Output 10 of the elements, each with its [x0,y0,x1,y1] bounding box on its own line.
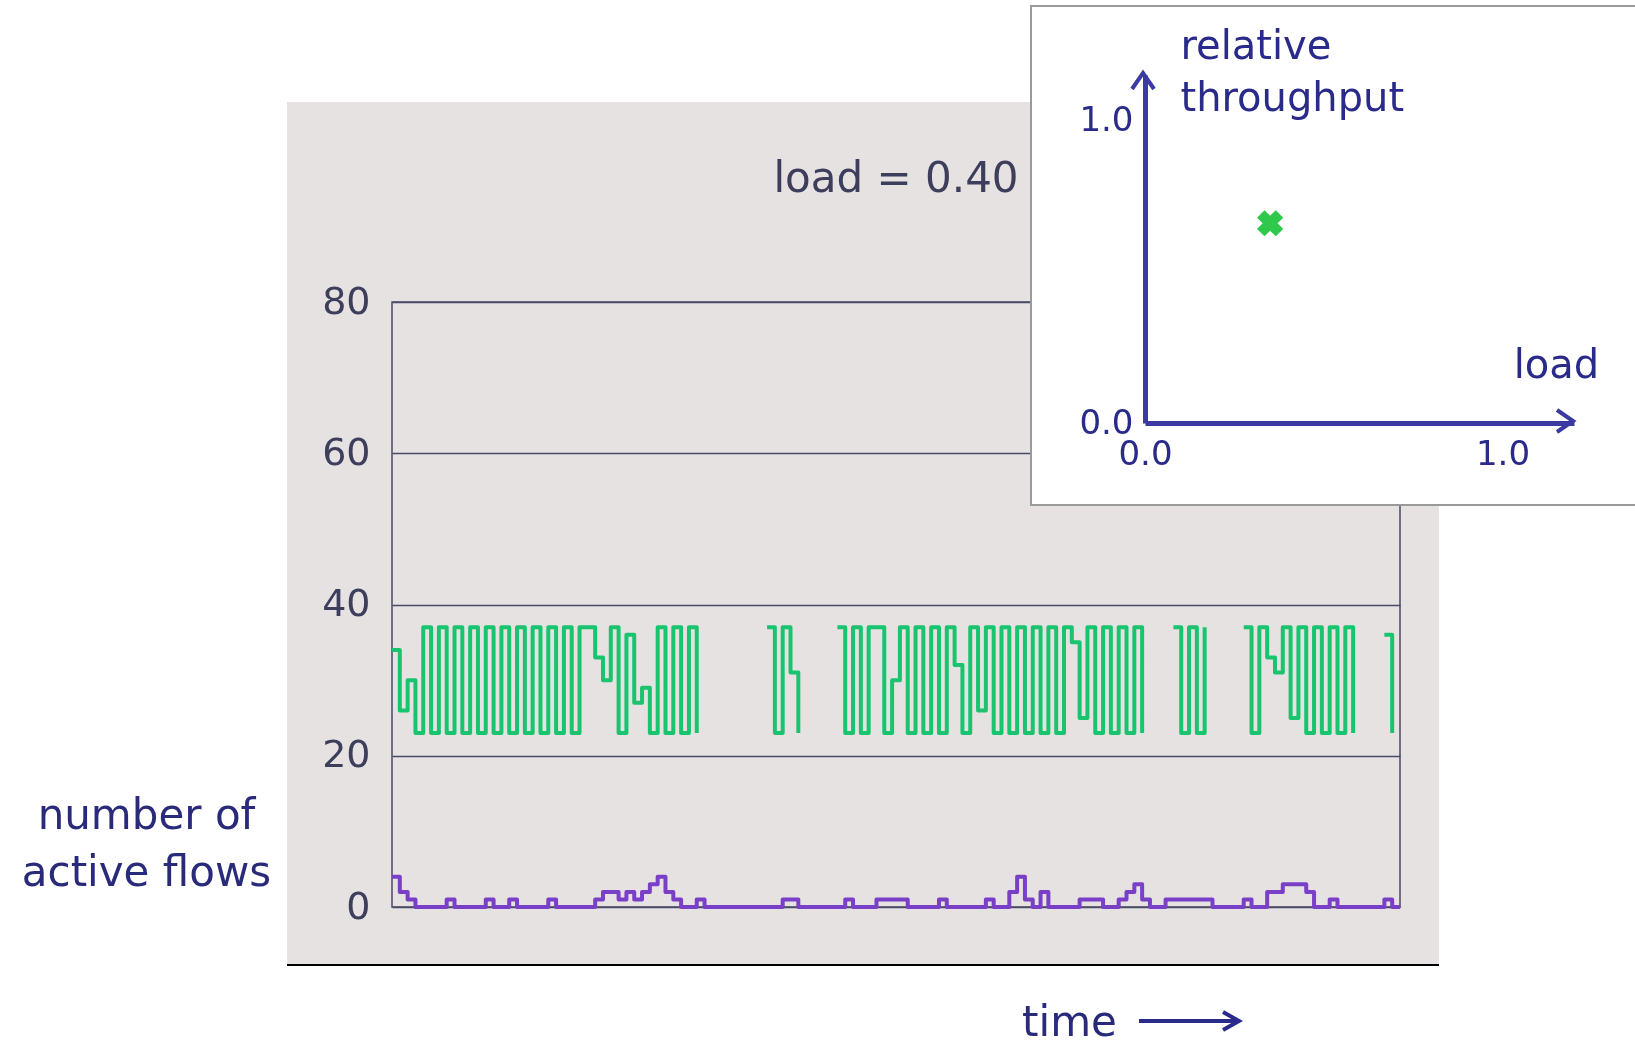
x-axis-title: load [1513,340,1600,387]
y-tick-label: 0 [346,883,371,928]
y-tick-label: 20 [322,732,371,777]
chart-title: load = 0.40 [773,153,1019,202]
y-tick-label: 60 [322,429,371,474]
x-axis-title: time [1022,996,1117,1044]
y-tick-label: 40 [322,581,371,625]
y-axis-title: relative throughput [1180,21,1405,120]
y-tick-label: 80 [322,278,371,323]
y-axis-title: number of active flows [21,789,272,896]
